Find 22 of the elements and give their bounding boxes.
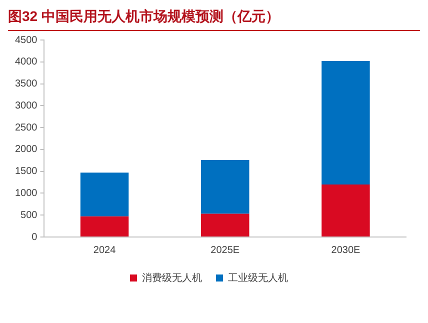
x-tick-label: 2024 <box>93 244 116 256</box>
x-tick-label: 2025E <box>210 244 240 256</box>
bar <box>201 160 250 214</box>
x-tick-label: 2030E <box>331 244 360 256</box>
bar <box>80 172 129 216</box>
y-tick-label: 4000 <box>14 56 38 68</box>
chart-title: 图32 中国民用无人机市场规模预测（亿元） <box>8 8 420 31</box>
y-tick-label: 500 <box>20 210 38 221</box>
y-tick-label: 2500 <box>14 122 38 134</box>
bar <box>80 216 129 236</box>
bar <box>322 61 370 184</box>
bar <box>201 214 250 236</box>
y-tick-label: 3500 <box>14 78 38 90</box>
y-tick-label: 4500 <box>14 34 38 46</box>
bar <box>322 184 370 236</box>
y-tick-label: 2000 <box>14 144 38 156</box>
y-tick-label: 0 <box>32 232 38 243</box>
y-tick-label: 1500 <box>14 166 38 178</box>
legend-label: 消费级无人机 <box>142 272 202 284</box>
y-tick-label: 3000 <box>14 100 38 112</box>
y-tick-label: 1000 <box>14 188 38 199</box>
legend-label: 工业级无人机 <box>228 272 288 284</box>
